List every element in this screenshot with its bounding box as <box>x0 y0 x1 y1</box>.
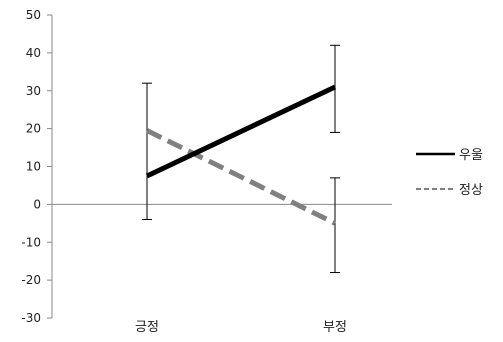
legend-label: 우울 <box>459 148 483 163</box>
y-tick-label: 20 <box>26 122 41 136</box>
y-tick-label: 0 <box>33 197 41 211</box>
y-tick-label: -10 <box>21 235 41 249</box>
series-lines <box>145 84 337 226</box>
y-tick-labels: 50 40 30 20 10 0 -10 -20 -30 <box>21 8 41 325</box>
y-tick-label: 50 <box>26 8 41 22</box>
series-line <box>145 128 337 226</box>
x-category-labels: 긍정 부정 <box>135 320 347 335</box>
y-tick-label: 10 <box>26 160 41 174</box>
legend-label: 정상 <box>459 183 483 198</box>
y-tick-label: -30 <box>21 311 41 325</box>
error-bars <box>142 44 340 274</box>
x-category-label: 부정 <box>323 320 347 335</box>
series-line <box>145 84 337 179</box>
y-tick-label: -20 <box>21 273 41 287</box>
y-tick-label: 40 <box>26 46 41 60</box>
x-category-label: 긍정 <box>135 320 159 335</box>
y-tick-label: 30 <box>26 84 41 98</box>
